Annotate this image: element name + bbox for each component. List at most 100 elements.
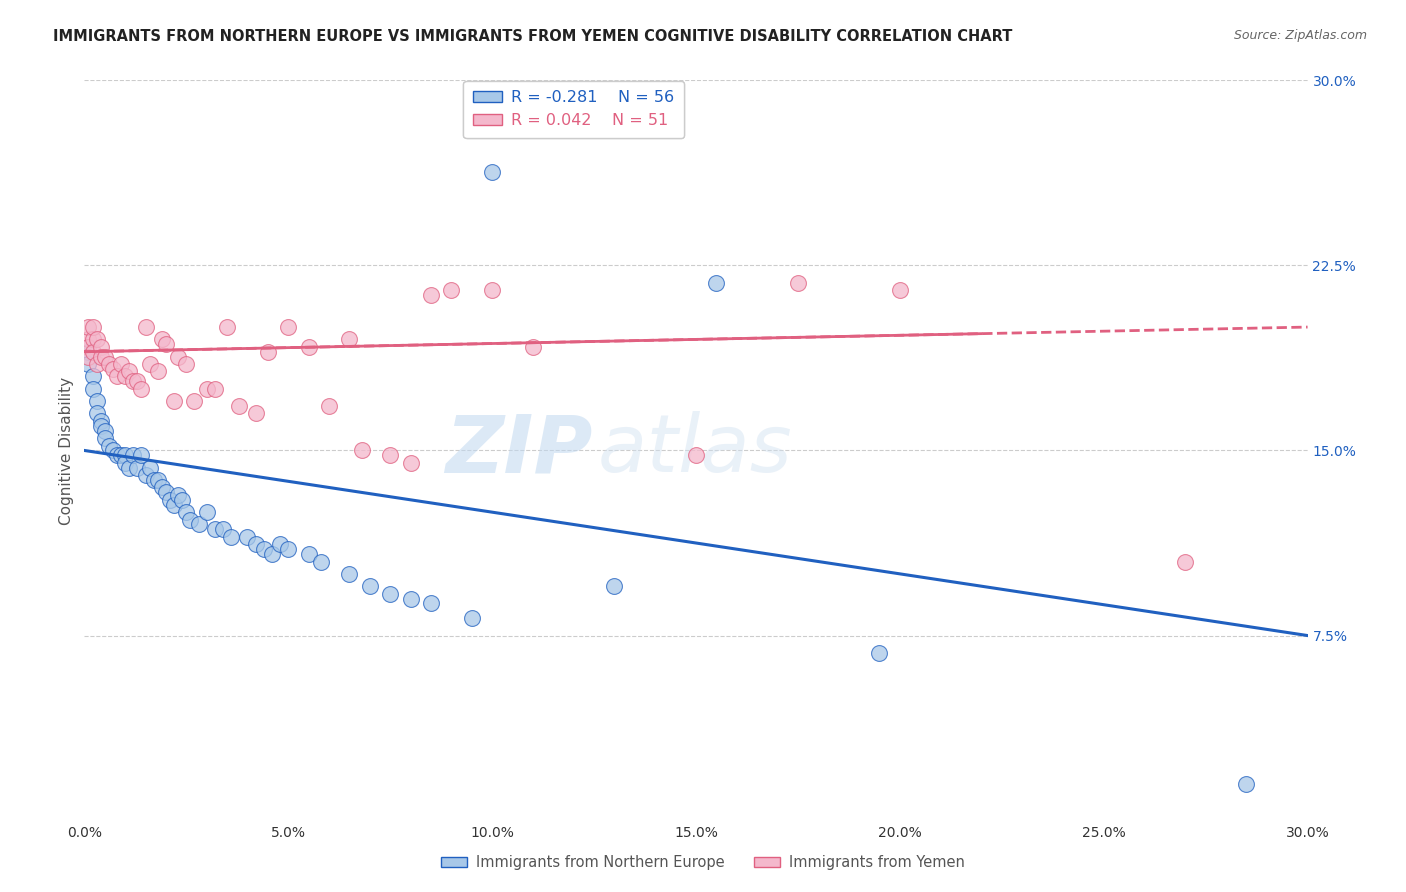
- Point: [77, 332, 100, 346]
- Point: [155, 485, 177, 500]
- Point: [110, 357, 132, 371]
- Point: [204, 523, 226, 537]
- Point: [82, 332, 104, 346]
- Point: [82, 320, 104, 334]
- Point: [219, 530, 242, 544]
- Point: [82, 369, 104, 384]
- Point: [228, 399, 250, 413]
- Point: [359, 579, 381, 593]
- Point: [101, 443, 124, 458]
- Point: [159, 492, 181, 507]
- Point: [82, 382, 104, 396]
- Point: [380, 586, 402, 600]
- Legend: Immigrants from Northern Europe, Immigrants from Yemen: Immigrants from Northern Europe, Immigra…: [436, 849, 970, 876]
- Point: [150, 480, 173, 494]
- Point: [86, 407, 108, 421]
- Point: [603, 579, 626, 593]
- Point: [114, 369, 136, 384]
- Point: [420, 597, 443, 611]
- Point: [97, 357, 120, 371]
- Point: [350, 443, 373, 458]
- Point: [138, 357, 160, 371]
- Point: [77, 320, 100, 334]
- Point: [114, 449, 136, 463]
- Point: [114, 456, 136, 470]
- Point: [131, 382, 153, 396]
- Point: [118, 364, 141, 378]
- Point: [522, 340, 544, 354]
- Point: [339, 566, 361, 581]
- Point: [93, 431, 115, 445]
- Point: [685, 449, 707, 463]
- Point: [122, 449, 145, 463]
- Point: [420, 288, 443, 302]
- Point: [298, 340, 321, 354]
- Y-axis label: Cognitive Disability: Cognitive Disability: [59, 376, 75, 524]
- Point: [318, 399, 340, 413]
- Text: IMMIGRANTS FROM NORTHERN EUROPE VS IMMIGRANTS FROM YEMEN COGNITIVE DISABILITY CO: IMMIGRANTS FROM NORTHERN EUROPE VS IMMIG…: [53, 29, 1012, 44]
- Point: [309, 555, 332, 569]
- Point: [155, 337, 177, 351]
- Point: [110, 449, 132, 463]
- Point: [90, 340, 112, 354]
- Point: [298, 547, 321, 561]
- Point: [269, 537, 291, 551]
- Text: atlas: atlas: [598, 411, 793, 490]
- Point: [86, 332, 108, 346]
- Point: [86, 394, 108, 409]
- Point: [90, 350, 112, 364]
- Point: [179, 512, 201, 526]
- Point: [187, 517, 209, 532]
- Point: [167, 350, 190, 364]
- Point: [706, 276, 728, 290]
- Point: [339, 332, 361, 346]
- Point: [399, 591, 422, 606]
- Point: [869, 646, 891, 660]
- Point: [889, 283, 911, 297]
- Point: [787, 276, 810, 290]
- Point: [260, 547, 283, 561]
- Point: [481, 164, 503, 178]
- Point: [97, 438, 120, 452]
- Point: [1236, 776, 1258, 791]
- Point: [245, 407, 267, 421]
- Point: [138, 460, 160, 475]
- Point: [217, 320, 239, 334]
- Point: [77, 340, 100, 354]
- Point: [1174, 555, 1197, 569]
- Point: [440, 283, 463, 297]
- Point: [195, 505, 218, 519]
- Point: [399, 456, 422, 470]
- Point: [150, 332, 173, 346]
- Point: [77, 344, 100, 359]
- Point: [93, 350, 115, 364]
- Point: [77, 350, 100, 364]
- Point: [118, 460, 141, 475]
- Point: [86, 357, 108, 371]
- Point: [163, 498, 186, 512]
- Point: [212, 523, 235, 537]
- Point: [93, 424, 115, 438]
- Point: [122, 375, 145, 389]
- Point: [146, 473, 169, 487]
- Point: [135, 468, 157, 483]
- Point: [204, 382, 226, 396]
- Point: [82, 344, 104, 359]
- Text: Source: ZipAtlas.com: Source: ZipAtlas.com: [1233, 29, 1367, 42]
- Point: [105, 449, 128, 463]
- Point: [131, 449, 153, 463]
- Point: [163, 394, 186, 409]
- Point: [167, 488, 190, 502]
- Point: [127, 460, 149, 475]
- Point: [174, 505, 197, 519]
- Point: [142, 473, 165, 487]
- Legend: R = -0.281    N = 56, R = 0.042    N = 51: R = -0.281 N = 56, R = 0.042 N = 51: [464, 81, 683, 138]
- Point: [101, 362, 124, 376]
- Point: [236, 530, 259, 544]
- Point: [461, 611, 484, 625]
- Text: ZIP: ZIP: [444, 411, 592, 490]
- Point: [195, 382, 218, 396]
- Point: [90, 414, 112, 428]
- Point: [481, 283, 503, 297]
- Point: [253, 542, 276, 557]
